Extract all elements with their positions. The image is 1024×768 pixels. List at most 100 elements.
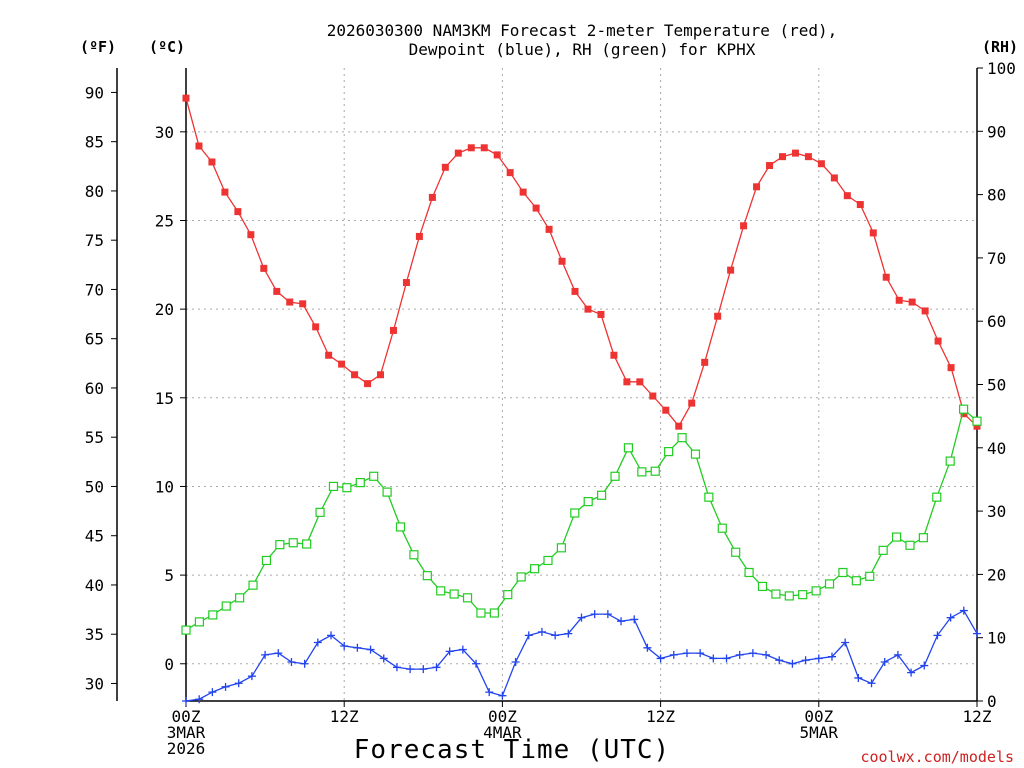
rh-point bbox=[395, 522, 406, 532]
rh-point bbox=[771, 589, 781, 599]
dewpoint-point bbox=[682, 649, 691, 658]
rh-tick-label: 10 bbox=[987, 629, 1006, 648]
rh-point bbox=[690, 449, 701, 459]
dewpoint-point bbox=[880, 657, 889, 666]
dewpoint-point bbox=[946, 613, 955, 622]
dewpoint-point bbox=[827, 652, 836, 661]
time-tick-label: 00Z bbox=[804, 707, 833, 726]
rh-tick-label: 90 bbox=[987, 122, 1006, 141]
2-meter-temperature-point bbox=[234, 208, 242, 216]
dewpoint-point bbox=[551, 631, 560, 640]
2-meter-temperature-point bbox=[221, 188, 229, 196]
rh-point bbox=[757, 581, 768, 592]
rh-point bbox=[409, 550, 419, 560]
fahrenheit-tick-label: 90 bbox=[85, 83, 104, 102]
dewpoint-point bbox=[801, 656, 810, 665]
rh-point bbox=[221, 601, 231, 611]
dewpoint-point bbox=[313, 638, 322, 647]
rh-point bbox=[556, 543, 566, 553]
2-meter-temperature-point bbox=[389, 326, 397, 334]
dewpoint-point bbox=[735, 650, 744, 659]
rh-tick-label: 50 bbox=[987, 376, 1006, 395]
2-meter-temperature-point bbox=[649, 392, 657, 400]
rh-point bbox=[476, 608, 486, 618]
fahrenheit-unit-label: (ºF) bbox=[80, 38, 116, 56]
dewpoint-point bbox=[406, 665, 415, 674]
2-meter-temperature-point bbox=[260, 264, 268, 272]
dewpoint-point bbox=[432, 663, 441, 672]
rh-point bbox=[610, 471, 620, 481]
dewpoint-point bbox=[208, 688, 217, 697]
dewpoint-point bbox=[485, 688, 494, 697]
2-meter-temperature-point bbox=[623, 378, 631, 386]
dewpoint-point bbox=[630, 615, 639, 624]
rh-point bbox=[891, 532, 902, 542]
dewpoint-point bbox=[458, 645, 467, 654]
rh-point bbox=[664, 446, 674, 457]
rh-point bbox=[744, 567, 754, 578]
rh-point bbox=[369, 471, 379, 481]
rh-point bbox=[288, 538, 298, 548]
rh-point bbox=[355, 478, 365, 488]
2-meter-temperature-point bbox=[571, 287, 579, 295]
2-meter-temperature-point bbox=[804, 153, 812, 161]
dewpoint-point bbox=[933, 631, 942, 640]
credit-text: coolwx.com/models bbox=[860, 748, 1014, 766]
dewpoint-point bbox=[893, 650, 902, 659]
2-meter-temperature-point bbox=[701, 358, 709, 366]
time-tick-label: 12Z bbox=[963, 707, 992, 726]
rh-point bbox=[865, 571, 875, 581]
dewpoint-point bbox=[511, 657, 520, 666]
grid-lines bbox=[186, 68, 977, 701]
fahrenheit-tick-label: 35 bbox=[85, 625, 104, 644]
2-meter-temperature-point bbox=[675, 422, 683, 430]
rh-point bbox=[918, 533, 928, 543]
rh-tick-label: 40 bbox=[987, 439, 1006, 458]
celsius-tick-label: 15 bbox=[155, 389, 174, 408]
rh-point bbox=[315, 507, 325, 517]
rh-point bbox=[529, 564, 540, 574]
rh-tick-label: 0 bbox=[987, 692, 997, 711]
dewpoint-point bbox=[419, 665, 428, 674]
data-series bbox=[181, 94, 982, 705]
rh-point bbox=[328, 481, 339, 492]
rh-point bbox=[302, 539, 312, 549]
dewpoint-point bbox=[261, 650, 270, 659]
celsius-tick-label: 30 bbox=[155, 123, 174, 142]
time-tick-label: 2026 bbox=[167, 739, 206, 758]
2-meter-temperature-point bbox=[727, 266, 735, 274]
dewpoint-point bbox=[920, 661, 929, 670]
fahrenheit-tick-label: 30 bbox=[85, 674, 104, 693]
dewpoint-point bbox=[617, 617, 626, 626]
dewpoint-point bbox=[524, 631, 533, 640]
rh-point bbox=[798, 590, 808, 600]
2-meter-temperature-point bbox=[286, 298, 294, 306]
time-tick-label: 00Z bbox=[172, 707, 201, 726]
dewpoint-point bbox=[814, 654, 823, 663]
dewpoint-point bbox=[340, 642, 349, 651]
dewpoint-point bbox=[577, 613, 586, 622]
2-meter-temperature-point bbox=[519, 188, 527, 196]
2-meter-temperature-point bbox=[973, 422, 981, 430]
2-meter-temperature-point bbox=[740, 222, 748, 230]
rh-point bbox=[838, 567, 848, 578]
2-meter-temperature-point bbox=[312, 323, 320, 331]
2-meter-temperature-point bbox=[882, 273, 890, 281]
dewpoint-point bbox=[392, 663, 401, 672]
2-meter-temperature-point bbox=[817, 160, 825, 168]
dewpoint-point bbox=[867, 679, 876, 688]
dewpoint-point bbox=[353, 643, 362, 652]
2-meter-temperature-point bbox=[558, 257, 566, 265]
2-meter-temperature-point bbox=[325, 351, 333, 359]
2-meter-temperature-point bbox=[869, 229, 877, 237]
dewpoint-line bbox=[185, 609, 978, 702]
rh-point bbox=[597, 490, 607, 500]
dewpoint-point bbox=[366, 645, 375, 654]
time-tick-label: 3MAR bbox=[167, 723, 206, 742]
rh-point bbox=[677, 433, 687, 443]
dewpoint-point bbox=[445, 647, 454, 656]
rh-tick-label: 30 bbox=[987, 502, 1006, 521]
rh-point bbox=[945, 456, 955, 466]
rh-point bbox=[623, 443, 634, 453]
fahrenheit-tick-label: 75 bbox=[85, 231, 104, 250]
